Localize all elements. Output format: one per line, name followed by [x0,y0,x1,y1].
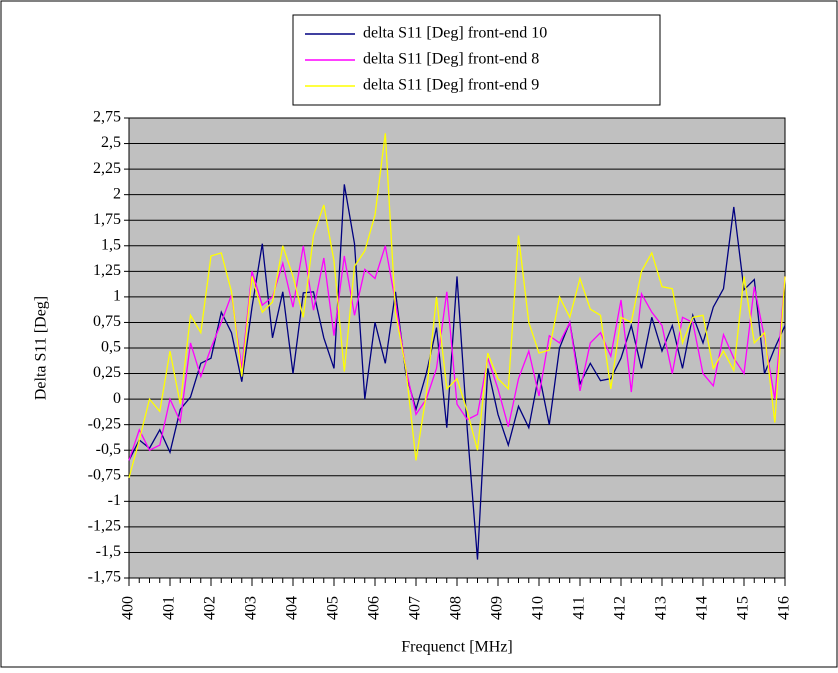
y-tick-label: -1 [108,492,121,509]
y-tick-label: -1,5 [96,543,121,560]
x-tick-label: 405 [325,596,342,620]
x-tick-label: 400 [120,596,137,620]
x-tick-label: 401 [161,596,178,620]
x-tick-label: 411 [571,596,588,619]
y-tick-label: 2,5 [101,134,121,151]
y-tick-label: 0,25 [93,364,121,381]
x-tick-label: 403 [243,596,260,620]
x-tick-label: 410 [530,596,547,620]
x-tick-label: 409 [489,596,506,620]
x-tick-label: 416 [776,596,793,620]
y-tick-label: -0,75 [88,466,121,483]
y-tick-label: -0,25 [88,415,121,432]
x-axis-title: Frequenct [MHz] [401,639,513,656]
series-line [128,184,786,560]
y-tick-label: 0 [113,390,121,407]
x-tick-label: 402 [202,596,219,620]
y-tick-label: 0,5 [101,339,121,356]
legend-label: delta S11 [Deg] front-end 8 [363,51,539,68]
y-tick-label: 1,5 [101,236,121,253]
y-tick-label: -0,5 [96,441,121,458]
y-tick-label: 2,25 [93,160,121,177]
y-tick-label: 1 [113,288,121,305]
legend-label: delta S11 [Deg] front-end 10 [363,25,547,42]
y-tick-label: 2 [113,185,121,202]
legend-label: delta S11 [Deg] front-end 9 [363,77,539,94]
x-tick-label: 414 [694,596,711,620]
y-tick-label: 0,75 [93,313,121,330]
x-tick-label: 412 [612,596,629,620]
x-tick-label: 407 [407,596,424,620]
y-tick-label: -1,75 [88,569,121,586]
x-tick-label: 415 [735,596,752,620]
x-tick-label: 406 [366,596,383,620]
x-tick-label: 413 [653,596,670,620]
series-line [128,133,786,478]
y-axis-title: Delta S11 [Deg] [33,296,50,400]
y-tick-label: 1,75 [93,211,121,228]
x-tick-label: 404 [284,596,301,620]
y-tick-label: -1,25 [88,518,121,535]
y-tick-label: 2,75 [93,109,121,126]
x-tick-label: 408 [448,596,465,620]
y-tick-label: 1,25 [93,262,121,279]
